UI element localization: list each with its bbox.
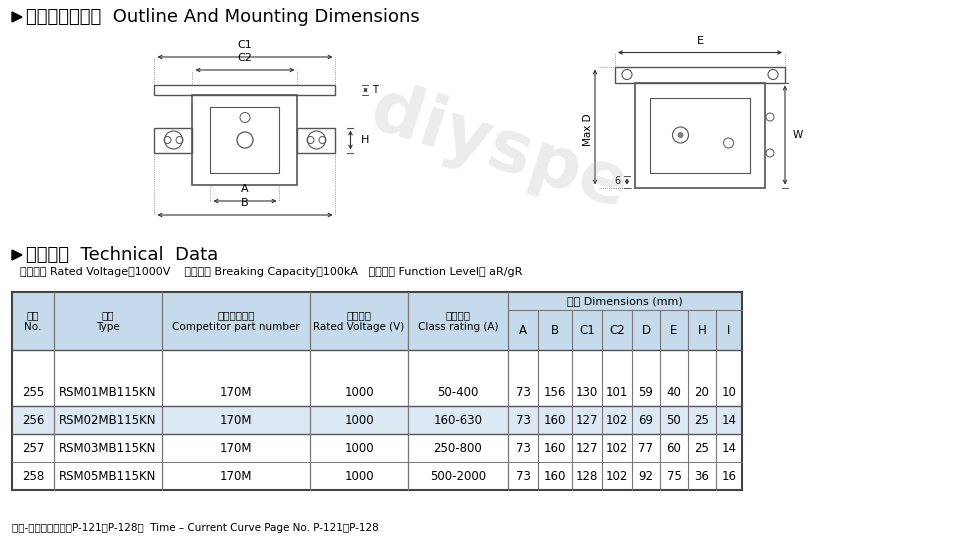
Text: 20: 20 [694, 386, 709, 399]
Text: RSM01MB115KN: RSM01MB115KN [59, 386, 156, 399]
Bar [635, 83, 764, 187]
Bar [193, 95, 297, 185]
Text: B: B [551, 323, 558, 336]
Text: 序号
No.: 序号 No. [24, 310, 42, 332]
Text: 170M: 170M [219, 414, 252, 427]
Bar [12, 462, 741, 490]
Text: 尺尸 Dimensions (mm): 尺尸 Dimensions (mm) [566, 296, 682, 306]
Text: C2: C2 [237, 53, 253, 63]
Text: 25: 25 [694, 414, 709, 427]
Text: H: H [360, 135, 369, 145]
Text: 同类产品型号
Competitor part number: 同类产品型号 Competitor part number [172, 310, 299, 332]
Text: 60: 60 [666, 442, 680, 455]
Text: D: D [640, 323, 650, 336]
Polygon shape [12, 12, 22, 22]
Text: C1: C1 [237, 40, 253, 50]
Text: 50: 50 [666, 414, 680, 427]
Text: 73: 73 [515, 469, 530, 483]
Text: B: B [241, 198, 249, 208]
Text: 10: 10 [720, 386, 736, 399]
Text: 170M: 170M [219, 442, 252, 455]
Text: 59: 59 [638, 386, 653, 399]
Text: 50-400: 50-400 [436, 386, 478, 399]
Text: 258: 258 [22, 469, 44, 483]
Text: 14: 14 [720, 442, 736, 455]
Text: 500-2000: 500-2000 [430, 469, 485, 483]
Text: 257: 257 [22, 442, 44, 455]
Text: RSM03MB115KN: RSM03MB115KN [59, 442, 156, 455]
Bar [211, 107, 279, 173]
Text: 73: 73 [515, 414, 530, 427]
Text: Max D: Max D [582, 114, 593, 146]
Bar [154, 85, 335, 95]
Text: 160-630: 160-630 [433, 414, 482, 427]
Text: 16: 16 [720, 469, 736, 483]
Text: 77: 77 [638, 442, 653, 455]
Text: 102: 102 [605, 414, 627, 427]
Text: C1: C1 [578, 323, 595, 336]
Text: 160: 160 [543, 469, 565, 483]
Text: 1000: 1000 [344, 469, 374, 483]
Text: 102: 102 [605, 442, 627, 455]
Text: 73: 73 [515, 386, 530, 399]
Text: 颗定电压 Rated Voltage：1000V    分断能力 Breaking Capacity：100kA   功能等级 Function Level： : 颗定电压 Rated Voltage：1000V 分断能力 Breaking C… [20, 267, 522, 277]
Text: 128: 128 [576, 469, 598, 483]
Text: 36: 36 [694, 469, 709, 483]
Text: 14: 14 [720, 414, 736, 427]
Text: 73: 73 [515, 442, 530, 455]
Circle shape [678, 132, 682, 138]
Text: 颗定电压
Rated Voltage (V): 颗定电压 Rated Voltage (V) [313, 310, 404, 332]
Bar [615, 66, 784, 83]
Bar [12, 434, 741, 462]
Text: 92: 92 [638, 469, 653, 483]
Text: 170M: 170M [219, 386, 252, 399]
Text: 时间-电流特性曲线见P-121～P-128页  Time – Current Curve Page No. P-121～P-128: 时间-电流特性曲线见P-121～P-128页 Time – Current Cu… [12, 523, 378, 533]
Text: 25: 25 [694, 442, 709, 455]
Text: 技术参数  Technical  Data: 技术参数 Technical Data [26, 246, 218, 264]
Text: H: H [697, 323, 705, 336]
Bar [12, 378, 741, 406]
Text: E: E [670, 323, 677, 336]
Text: 1000: 1000 [344, 442, 374, 455]
Text: 160: 160 [543, 442, 565, 455]
Text: 1000: 1000 [344, 386, 374, 399]
Bar [297, 127, 335, 152]
Bar [12, 292, 741, 350]
Text: 40: 40 [666, 386, 680, 399]
Polygon shape [12, 250, 22, 260]
Text: W: W [792, 130, 802, 140]
Text: 127: 127 [576, 442, 598, 455]
Text: E: E [696, 36, 702, 45]
Text: 127: 127 [576, 414, 598, 427]
Text: C2: C2 [608, 323, 624, 336]
Text: A: A [518, 323, 526, 336]
Text: 256: 256 [22, 414, 44, 427]
Text: T: T [372, 85, 378, 95]
Text: 102: 102 [605, 469, 627, 483]
Text: 101: 101 [605, 386, 627, 399]
Text: 1000: 1000 [344, 414, 374, 427]
Text: I: I [726, 323, 730, 336]
Text: 255: 255 [22, 386, 44, 399]
Text: 250-800: 250-800 [434, 442, 482, 455]
Text: 电流等级
Class rating (A): 电流等级 Class rating (A) [417, 310, 497, 332]
Bar [12, 406, 741, 434]
Text: 69: 69 [638, 414, 653, 427]
Text: 160: 160 [543, 414, 565, 427]
Text: RSM02MB115KN: RSM02MB115KN [59, 414, 156, 427]
Bar [154, 127, 193, 152]
Text: 156: 156 [543, 386, 565, 399]
Text: diyspe: diyspe [362, 76, 638, 224]
Text: 外形及安装尺尸  Outline And Mounting Dimensions: 外形及安装尺尸 Outline And Mounting Dimensions [26, 8, 419, 26]
Text: 75: 75 [666, 469, 680, 483]
Text: 型号
Type: 型号 Type [96, 310, 120, 332]
Text: RSM05MB115KN: RSM05MB115KN [59, 469, 156, 483]
Text: 6: 6 [615, 177, 620, 186]
Bar [649, 98, 749, 172]
Text: 170M: 170M [219, 469, 252, 483]
Text: 130: 130 [576, 386, 598, 399]
Text: A: A [241, 184, 249, 194]
